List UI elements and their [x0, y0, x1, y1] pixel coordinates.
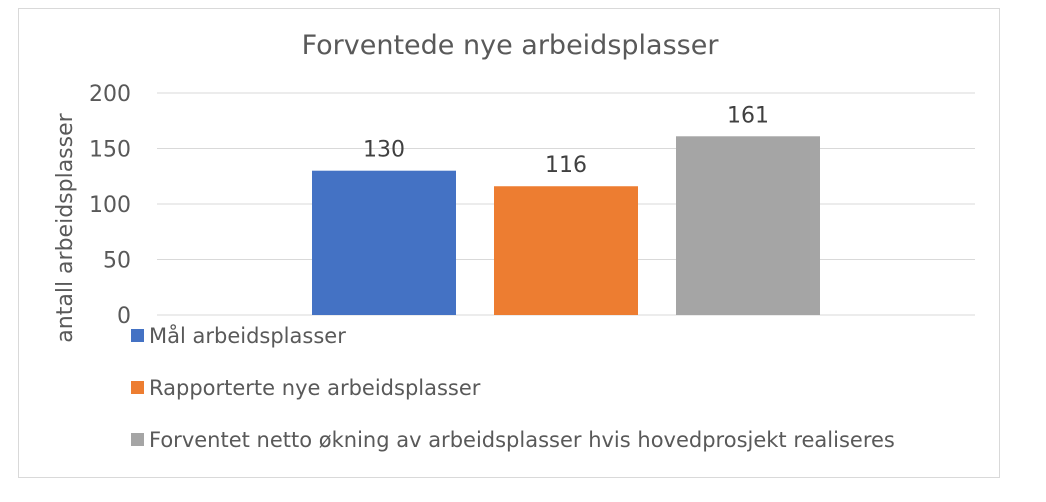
data-labels: 130 116 161	[363, 103, 769, 178]
y-axis-ticks: 0 50 100 150 200	[89, 82, 131, 329]
chart-title: Forventede nye arbeidsplasser	[302, 30, 720, 61]
legend-swatch	[131, 329, 144, 342]
legend: Mål arbeidsplasser Rapporterte nye arbeid…	[131, 323, 895, 452]
legend-label: Rapporterte nye arbeidsplasser	[149, 376, 481, 400]
y-tick-label: 150	[89, 138, 131, 163]
data-label: 116	[545, 153, 587, 178]
bar	[676, 136, 820, 315]
bars	[312, 136, 820, 315]
data-label: 161	[727, 103, 769, 128]
data-label: 130	[363, 138, 405, 163]
y-tick-label: 50	[103, 249, 131, 274]
y-tick-label: 100	[89, 193, 131, 218]
legend-swatch	[131, 433, 144, 446]
bar	[494, 186, 638, 315]
y-axis-label: antall arbeidsplasser	[53, 112, 78, 342]
legend-label: Forventet netto økning av arbeidsplasser…	[149, 428, 895, 452]
legend-label: Mål arbeidsplasser	[149, 323, 346, 348]
y-tick-label: 200	[89, 82, 131, 107]
bar	[312, 170, 456, 315]
y-tick-label: 0	[117, 304, 131, 329]
legend-swatch	[131, 381, 144, 394]
